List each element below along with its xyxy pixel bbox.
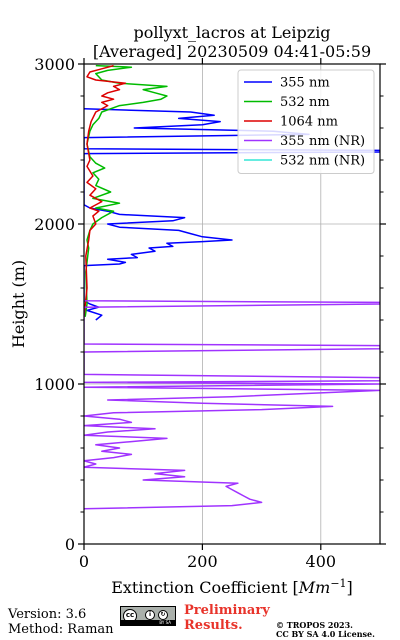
series-line-2 <box>84 64 127 317</box>
preliminary-line-1: Preliminary <box>184 603 270 618</box>
sa-icon: ↻ <box>158 610 168 620</box>
copyright-line-2: CC BY SA 4.0 License. <box>276 629 375 639</box>
legend-label: 355 nm (NR) <box>280 134 365 149</box>
x-tick-label: 400 <box>306 552 337 571</box>
legend: 355 nm 532 nm 1064 nm 355 nm (NR) 532 nm (NR… <box>237 69 375 174</box>
series-line-3 <box>84 299 380 510</box>
legend-label: 1064 nm <box>280 115 338 130</box>
legend-label: 355 nm <box>280 76 330 91</box>
plot-frame <box>83 63 381 545</box>
y-tick-label: 0 <box>65 535 75 554</box>
y-tick-label: 1000 <box>34 375 75 394</box>
x-tick-label: 0 <box>79 552 89 571</box>
series-line-1 <box>84 64 168 317</box>
copyright-line-1: © TROPOS 2023. <box>276 620 353 630</box>
axis-ticks: 0 200 400 0 1000 2000 3000 <box>34 55 386 571</box>
legend-label: 532 nm (NR) <box>280 154 365 169</box>
chart-title: pollyxt_lacros at Leipzig <box>133 23 330 42</box>
extinction-profile-chart: pollyxt_lacros at Leipzig [Averaged] 202… <box>9 23 386 597</box>
legend-label: 532 nm <box>280 95 330 110</box>
x-tick-label: 200 <box>187 552 218 571</box>
y-tick-label: 3000 <box>34 55 75 74</box>
license-badge-text: BY SA <box>121 620 175 625</box>
cc-license-badge: cc i ↻ BY SA <box>120 606 176 626</box>
chart-subtitle: [Averaged] 20230509 04:41-05:59 <box>93 42 371 61</box>
y-tick-label: 2000 <box>34 215 75 234</box>
y-axis-label: Height (m) <box>9 260 28 348</box>
legend-box <box>237 69 375 174</box>
preliminary-line-2: Results. <box>184 618 243 633</box>
method-text: Method: Raman <box>8 622 114 637</box>
x-axis-label: Extinction Coefficient [Mm−1] <box>111 577 353 597</box>
by-icon: i <box>145 610 155 620</box>
version-text: Version: 3.6 <box>8 607 87 622</box>
